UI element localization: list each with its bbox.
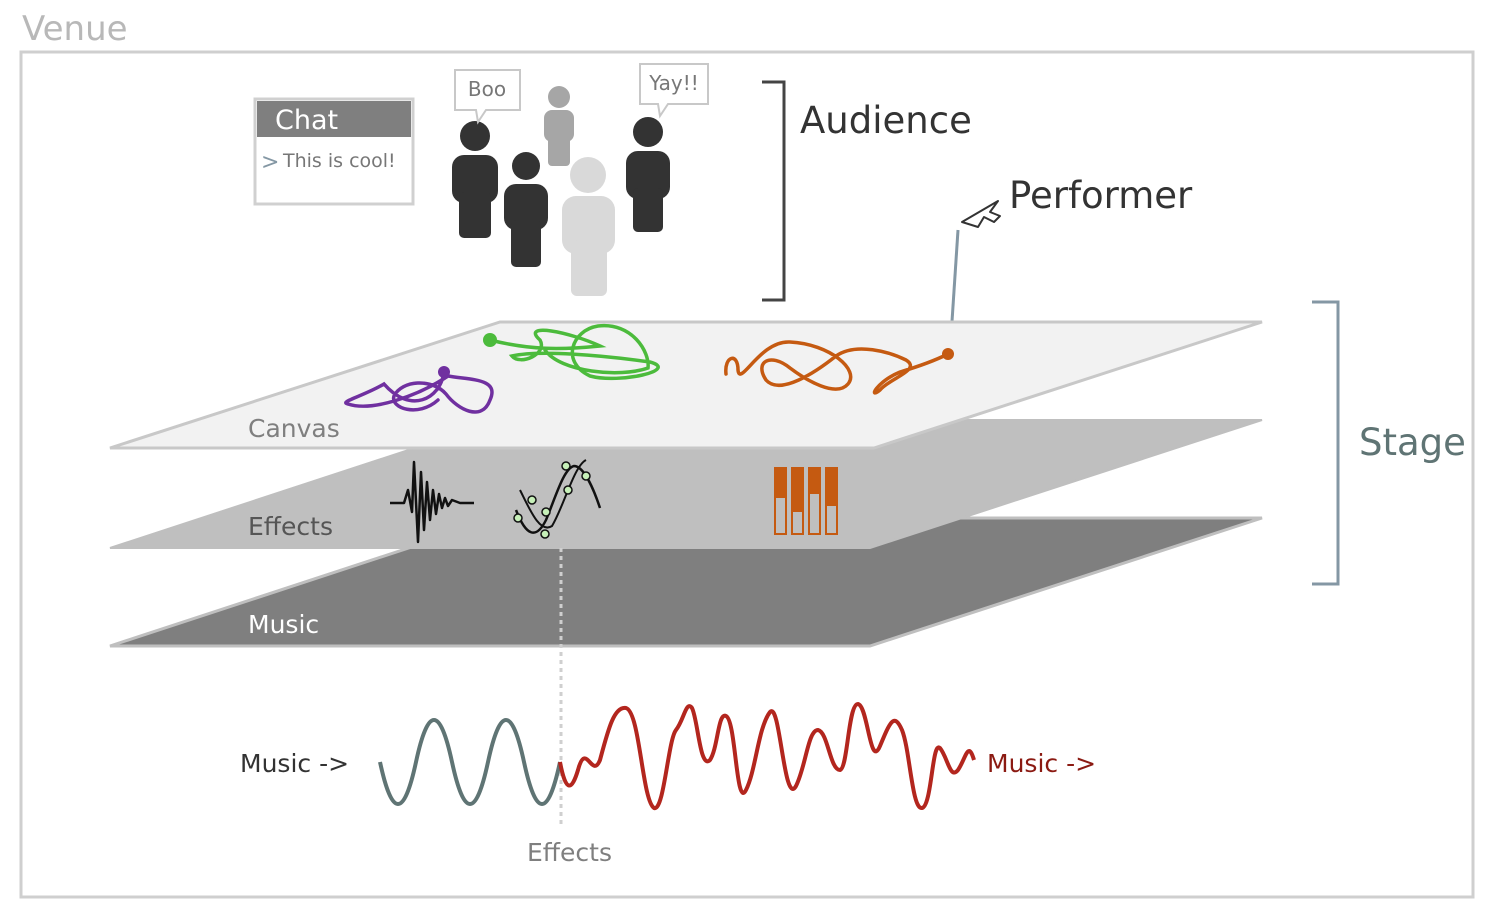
speech-bubble-text: Yay!! xyxy=(648,71,699,95)
person-icon xyxy=(504,152,548,267)
canvas-stroke-orange xyxy=(724,340,954,395)
chat-title: Chat xyxy=(275,105,338,136)
audience-group xyxy=(452,86,670,296)
effects-layer xyxy=(109,419,1263,549)
person-icon xyxy=(452,121,498,238)
music-layer xyxy=(109,516,1263,648)
speech-bubble-text: Boo xyxy=(468,77,506,101)
music-output-label: Music -> xyxy=(987,749,1096,778)
canvas-stroke-purple xyxy=(344,366,494,414)
equalizer-sliders-icon xyxy=(774,467,838,535)
canvas-layer xyxy=(109,320,1263,450)
chat-prompt-icon: > xyxy=(261,150,279,175)
speech-bubble-boo: Boo xyxy=(454,69,521,125)
music-input-waveform xyxy=(378,718,562,806)
speech-bubble-yay: Yay!! xyxy=(639,63,709,119)
venue-label: Venue xyxy=(22,9,128,49)
layer-label-canvas: Canvas xyxy=(248,414,340,443)
chat-panel: Chat > This is cool! xyxy=(253,97,415,206)
stage-bracket xyxy=(1312,300,1340,586)
audience-bracket xyxy=(762,80,786,302)
music-input-label: Music -> xyxy=(240,749,349,778)
layer-label-effects: Effects xyxy=(248,512,333,541)
effects-tap-label: Effects xyxy=(527,838,612,867)
audience-label: Audience xyxy=(800,99,972,142)
canvas-stroke-green xyxy=(483,324,660,381)
person-icon xyxy=(562,157,615,296)
performer-cursor-icon xyxy=(961,200,1001,228)
music-output-waveform xyxy=(558,701,976,811)
layer-label-music: Music xyxy=(248,610,319,639)
chat-message: This is cool! xyxy=(282,150,396,172)
performer-label: Performer xyxy=(1009,174,1193,217)
reverb-waveform-icon xyxy=(390,460,474,544)
curve-editor-icon xyxy=(513,459,602,539)
chat-header xyxy=(257,101,411,137)
stage-label: Stage xyxy=(1359,421,1466,464)
person-icon xyxy=(544,86,574,166)
venue-frame xyxy=(19,50,1475,899)
person-icon xyxy=(626,117,670,232)
